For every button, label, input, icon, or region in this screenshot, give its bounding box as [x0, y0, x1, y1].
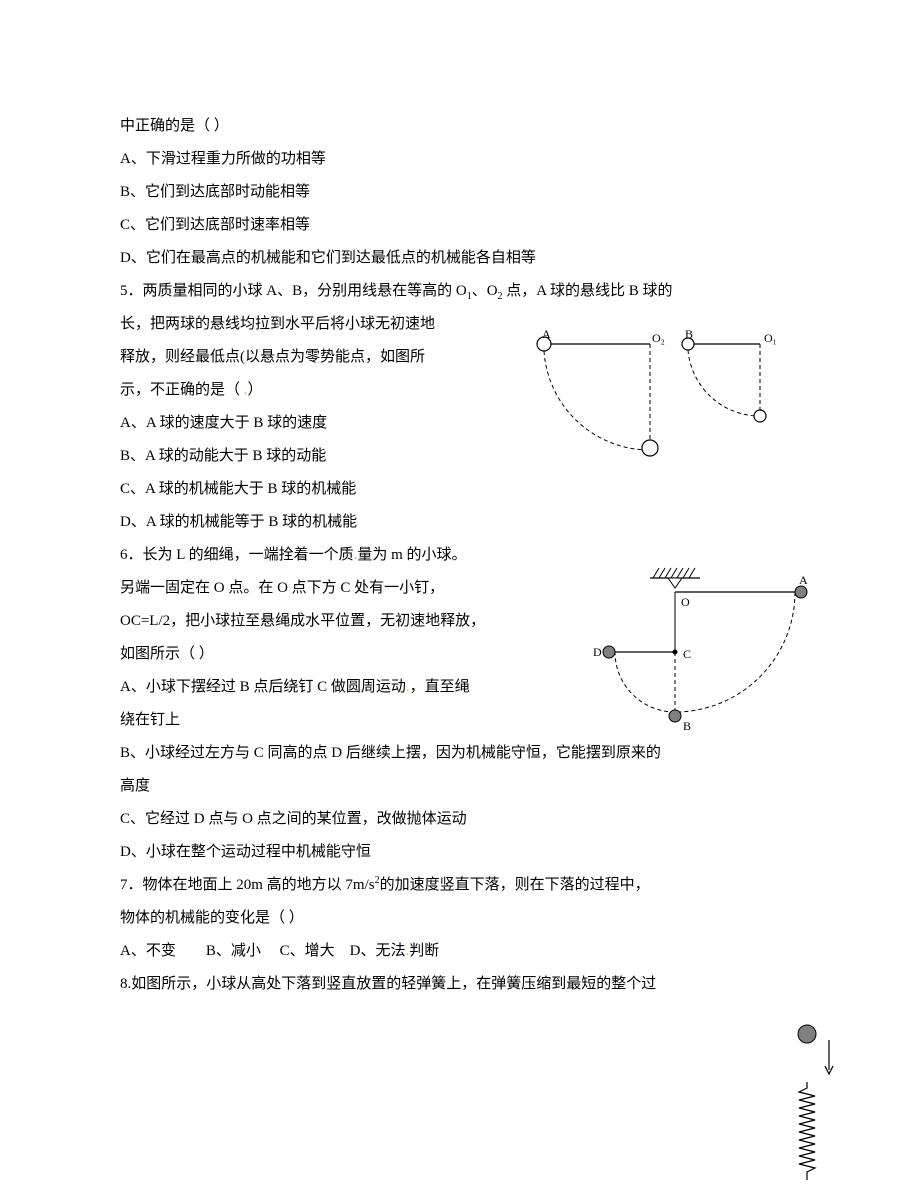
q4-stem-tail: 中正确的是（ ）: [120, 110, 800, 143]
q5-stem-1: 5．两质量相同的小球 A、B，分别用线悬在等高的 O1、O2 点，A 球的悬线比…: [120, 275, 800, 308]
q8-stem: 8.如图所示，小球从高处下落到竖直放置的轻弹簧上，在弹簧压缩到最短的整个过: [120, 968, 800, 1001]
q7-stem-1: 7．物体在地面上 20m 高的地方以 7m/s2的加速度竖直下落，则在下落的过程…: [120, 869, 800, 902]
q4-opt-b: B、它们到达底部时动能相等: [120, 176, 800, 209]
svg-text:B: B: [685, 328, 693, 341]
svg-text:B: B: [683, 719, 691, 733]
svg-text:D: D: [593, 645, 602, 659]
svg-text:C: C: [683, 647, 691, 661]
q6-opt-c: C、它经过 D 点与 O 点之间的某位置，改做抛体运动: [120, 803, 800, 836]
svg-text:O: O: [681, 595, 690, 609]
q4-opt-c: C、它们到达底部时速率相等: [120, 209, 800, 242]
q6-nail-pendulum-diagram: A O C D B: [555, 560, 815, 745]
q7-stem-2: 物体的机械能的变化是（ ）: [120, 902, 800, 935]
svg-text:A: A: [799, 573, 808, 587]
q4-opt-a: A、下滑过程重力所做的功相等: [120, 143, 800, 176]
q6-opt-d: D、小球在整个运动过程中机械能守恒: [120, 836, 800, 869]
svg-text:O₂: O₂: [652, 331, 665, 345]
svg-text:A: A: [542, 328, 551, 341]
q8-spring-diagram: [785, 1022, 845, 1182]
q5-opt-d: D、A 球的机械能等于 B 球的机械能: [120, 506, 800, 539]
q4-opt-d: D、它们在最高点的机械能和它们到达最低点的机械能各自相等: [120, 242, 800, 275]
svg-text:O₁: O₁: [764, 331, 777, 345]
q5-opt-c: C、A 球的机械能大于 B 球的机械能: [120, 473, 800, 506]
q7-opts: A、不变 B、减小 C、增大 D、无法.判断: [120, 935, 800, 968]
q5-pendulum-diagram: A O₂ B O₁: [530, 328, 810, 463]
q6-opt-b-2: 高度: [120, 770, 800, 803]
